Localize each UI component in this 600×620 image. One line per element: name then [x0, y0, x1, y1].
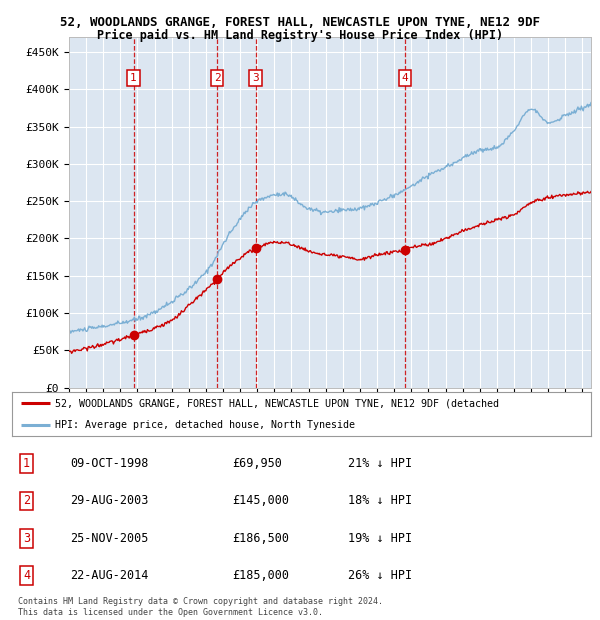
- Text: 26% ↓ HPI: 26% ↓ HPI: [348, 569, 412, 582]
- Text: 21% ↓ HPI: 21% ↓ HPI: [348, 458, 412, 470]
- Text: Contains HM Land Registry data © Crown copyright and database right 2024.
This d: Contains HM Land Registry data © Crown c…: [18, 598, 383, 617]
- Text: 29-AUG-2003: 29-AUG-2003: [70, 495, 148, 507]
- Text: 52, WOODLANDS GRANGE, FOREST HALL, NEWCASTLE UPON TYNE, NE12 9DF: 52, WOODLANDS GRANGE, FOREST HALL, NEWCA…: [60, 16, 540, 29]
- Text: 25-NOV-2005: 25-NOV-2005: [70, 532, 148, 544]
- Text: Price paid vs. HM Land Registry's House Price Index (HPI): Price paid vs. HM Land Registry's House …: [97, 29, 503, 42]
- Text: HPI: Average price, detached house, North Tyneside: HPI: Average price, detached house, Nort…: [55, 420, 355, 430]
- Text: 4: 4: [402, 73, 409, 83]
- Text: 18% ↓ HPI: 18% ↓ HPI: [348, 495, 412, 507]
- Text: 09-OCT-1998: 09-OCT-1998: [70, 458, 148, 470]
- Text: £186,500: £186,500: [232, 532, 289, 544]
- Text: 2: 2: [214, 73, 221, 83]
- Text: £185,000: £185,000: [232, 569, 289, 582]
- Text: 19% ↓ HPI: 19% ↓ HPI: [348, 532, 412, 544]
- Text: 2: 2: [23, 495, 30, 507]
- Text: 3: 3: [252, 73, 259, 83]
- Text: 22-AUG-2014: 22-AUG-2014: [70, 569, 148, 582]
- Text: 3: 3: [23, 532, 30, 544]
- Text: 52, WOODLANDS GRANGE, FOREST HALL, NEWCASTLE UPON TYNE, NE12 9DF (detached: 52, WOODLANDS GRANGE, FOREST HALL, NEWCA…: [55, 398, 499, 408]
- Text: 4: 4: [23, 569, 30, 582]
- Text: 1: 1: [130, 73, 137, 83]
- Text: 1: 1: [23, 458, 30, 470]
- Text: £69,950: £69,950: [232, 458, 282, 470]
- Text: £145,000: £145,000: [232, 495, 289, 507]
